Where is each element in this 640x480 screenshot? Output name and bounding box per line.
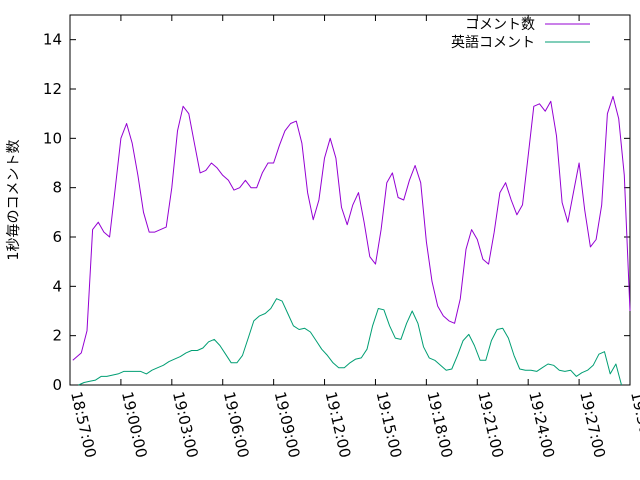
y-tick-label: 0 bbox=[52, 376, 62, 394]
x-tick-label: 19:15:00 bbox=[373, 390, 406, 460]
y-axis-label: 1秒毎のコメント数 bbox=[6, 140, 22, 261]
x-tick-label: 18:57:00 bbox=[67, 390, 100, 460]
y-tick-label: 14 bbox=[43, 31, 62, 49]
y-tick-label: 6 bbox=[52, 228, 62, 246]
x-tick-label: 19:18:00 bbox=[423, 390, 456, 460]
plot-frame bbox=[69, 14, 631, 386]
x-tick-label: 19:06:00 bbox=[220, 390, 253, 460]
y-tick-label: 12 bbox=[43, 80, 62, 98]
legend-label: コメント数 bbox=[465, 17, 535, 33]
y-tick-label: 10 bbox=[43, 129, 62, 147]
series-line-1 bbox=[78, 298, 622, 386]
x-tick-label: 19:03:00 bbox=[169, 390, 202, 460]
legend-label: 英語コメント bbox=[451, 34, 535, 51]
x-tick-label: 19:30:00 bbox=[627, 390, 640, 460]
x-tick-label: 19:24:00 bbox=[525, 390, 558, 460]
y-tick-label: 4 bbox=[52, 277, 62, 295]
series-line-0 bbox=[72, 95, 631, 361]
x-tick-label: 19:21:00 bbox=[474, 390, 507, 460]
y-tick-label: 8 bbox=[52, 179, 62, 197]
series-layer bbox=[72, 95, 631, 386]
y-axis: 0 2 4 6 8 10 12 14 bbox=[43, 31, 630, 394]
x-tick-label: 19:27:00 bbox=[576, 390, 609, 460]
x-tick-label: 19:00:00 bbox=[118, 390, 151, 460]
x-tick-label: 19:09:00 bbox=[271, 390, 304, 460]
y-tick-label: 2 bbox=[52, 327, 62, 345]
x-axis: 18:57:00 19:00:00 19:03:00 19:06:00 19:09:00… bbox=[67, 15, 640, 460]
x-tick-label: 19:12:00 bbox=[322, 390, 355, 460]
